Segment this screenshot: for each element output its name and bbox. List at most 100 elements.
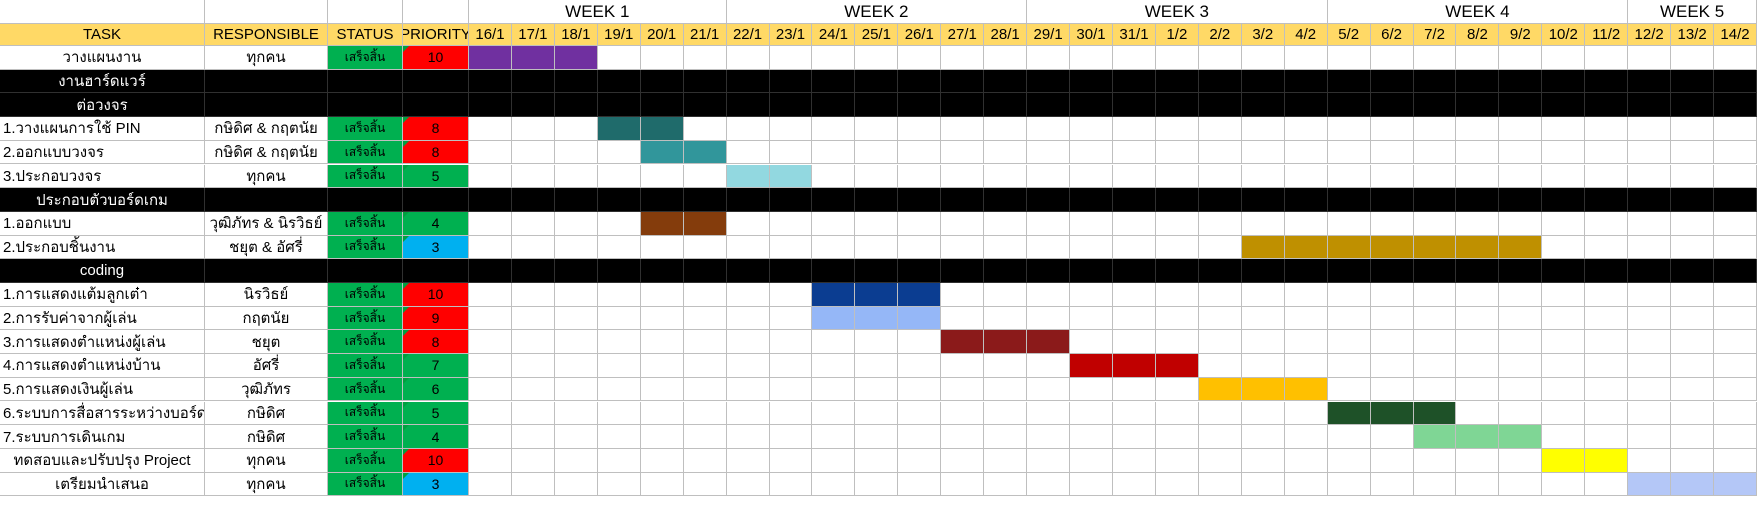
gantt-cell[interactable]	[1671, 140, 1715, 165]
gantt-cell[interactable]	[1413, 93, 1457, 118]
gantt-cell[interactable]	[1714, 46, 1757, 70]
task-name-cell[interactable]: 5.การแสดงเงินผู้เล่น	[0, 377, 205, 402]
section-cell[interactable]	[403, 93, 469, 118]
section-cell[interactable]	[205, 93, 328, 118]
gantt-cell[interactable]	[769, 401, 813, 426]
gantt-cell[interactable]	[1327, 117, 1371, 141]
gantt-cell[interactable]	[597, 259, 641, 283]
gantt-cell[interactable]	[597, 354, 641, 378]
gantt-cell[interactable]	[984, 472, 1028, 497]
gantt-cell[interactable]	[1370, 93, 1414, 118]
gantt-cell[interactable]	[1155, 330, 1199, 355]
gantt-cell[interactable]	[469, 211, 512, 236]
gantt-cell[interactable]	[597, 69, 641, 94]
gantt-cell[interactable]	[984, 259, 1028, 283]
gantt-cell[interactable]	[1113, 259, 1156, 283]
gantt-bar-cell[interactable]	[984, 330, 1028, 355]
gantt-cell[interactable]	[1327, 69, 1371, 94]
priority-cell[interactable]: 9	[403, 306, 469, 331]
gantt-cell[interactable]	[1456, 164, 1500, 189]
gantt-cell[interactable]	[1113, 46, 1156, 70]
gantt-cell[interactable]	[1198, 283, 1242, 307]
gantt-cell[interactable]	[1027, 448, 1071, 473]
task-name-cell[interactable]: 2.ประกอบชิ้นงาน	[0, 235, 205, 260]
status-cell[interactable]: เสร็จสิ้น	[328, 164, 403, 189]
gantt-cell[interactable]	[812, 46, 856, 70]
gantt-cell[interactable]	[1714, 93, 1757, 118]
status-cell[interactable]: เสร็จสิ้น	[328, 235, 403, 260]
priority-cell[interactable]: 6	[403, 377, 469, 402]
gantt-cell[interactable]	[640, 283, 684, 307]
gantt-cell[interactable]	[1284, 117, 1328, 141]
gantt-cell[interactable]	[1585, 401, 1629, 426]
gantt-cell[interactable]	[1456, 211, 1500, 236]
day-header[interactable]: 11/2	[1585, 24, 1629, 46]
gantt-cell[interactable]	[597, 330, 641, 355]
gantt-cell[interactable]	[1542, 93, 1586, 118]
gantt-cell[interactable]	[1542, 283, 1586, 307]
gantt-cell[interactable]	[984, 164, 1028, 189]
week-header[interactable]: WEEK 4	[1327, 0, 1629, 24]
gantt-cell[interactable]	[554, 164, 598, 189]
gantt-bar-cell[interactable]	[941, 330, 985, 355]
gantt-cell[interactable]	[1370, 425, 1414, 449]
section-cell[interactable]	[403, 259, 469, 283]
gantt-cell[interactable]	[1456, 472, 1500, 497]
gantt-cell[interactable]	[1456, 117, 1500, 141]
gantt-bar-cell[interactable]	[898, 283, 942, 307]
gantt-cell[interactable]	[1542, 235, 1586, 260]
gantt-cell[interactable]	[554, 188, 598, 212]
gantt-cell[interactable]	[855, 425, 899, 449]
gantt-cell[interactable]	[1284, 259, 1328, 283]
day-header[interactable]: 26/1	[898, 24, 942, 46]
gantt-bar-cell[interactable]	[726, 164, 770, 189]
gantt-bar-cell[interactable]	[1284, 377, 1328, 402]
gantt-cell[interactable]	[1499, 330, 1543, 355]
gantt-cell[interactable]	[1241, 306, 1285, 331]
gantt-cell[interactable]	[984, 377, 1028, 402]
gantt-cell[interactable]	[1585, 211, 1629, 236]
gantt-cell[interactable]	[941, 93, 985, 118]
gantt-cell[interactable]	[1155, 46, 1199, 70]
gantt-cell[interactable]	[1155, 306, 1199, 331]
gantt-bar-cell[interactable]	[1241, 377, 1285, 402]
gantt-cell[interactable]	[511, 330, 555, 355]
priority-cell[interactable]: 8	[403, 117, 469, 141]
priority-cell[interactable]: 8	[403, 330, 469, 355]
day-header[interactable]: 4/2	[1284, 24, 1328, 46]
blank-header-cell[interactable]	[328, 0, 403, 24]
gantt-cell[interactable]	[1113, 330, 1156, 355]
gantt-cell[interactable]	[1499, 93, 1543, 118]
gantt-cell[interactable]	[812, 448, 856, 473]
gantt-cell[interactable]	[554, 472, 598, 497]
gantt-cell[interactable]	[1113, 472, 1156, 497]
section-cell[interactable]	[403, 188, 469, 212]
gantt-cell[interactable]	[1370, 117, 1414, 141]
day-header[interactable]: 6/2	[1370, 24, 1414, 46]
priority-cell[interactable]: 10	[403, 283, 469, 307]
gantt-cell[interactable]	[1628, 401, 1672, 426]
gantt-cell[interactable]	[1585, 69, 1629, 94]
status-cell[interactable]: เสร็จสิ้น	[328, 211, 403, 236]
gantt-bar-cell[interactable]	[855, 306, 899, 331]
gantt-cell[interactable]	[554, 283, 598, 307]
gantt-cell[interactable]	[984, 448, 1028, 473]
gantt-cell[interactable]	[1585, 46, 1629, 70]
gantt-cell[interactable]	[1585, 354, 1629, 378]
gantt-cell[interactable]	[597, 401, 641, 426]
gantt-cell[interactable]	[640, 188, 684, 212]
gantt-cell[interactable]	[898, 472, 942, 497]
gantt-cell[interactable]	[769, 377, 813, 402]
gantt-cell[interactable]	[469, 472, 512, 497]
gantt-cell[interactable]	[1284, 164, 1328, 189]
gantt-cell[interactable]	[1585, 283, 1629, 307]
gantt-cell[interactable]	[469, 306, 512, 331]
responsible-cell[interactable]: วุฒิภัทร	[205, 377, 328, 402]
gantt-cell[interactable]	[855, 448, 899, 473]
gantt-bar-cell[interactable]	[683, 211, 727, 236]
gantt-cell[interactable]	[1628, 140, 1672, 165]
gantt-cell[interactable]	[1327, 211, 1371, 236]
gantt-cell[interactable]	[1628, 377, 1672, 402]
gantt-cell[interactable]	[898, 140, 942, 165]
gantt-cell[interactable]	[1284, 425, 1328, 449]
